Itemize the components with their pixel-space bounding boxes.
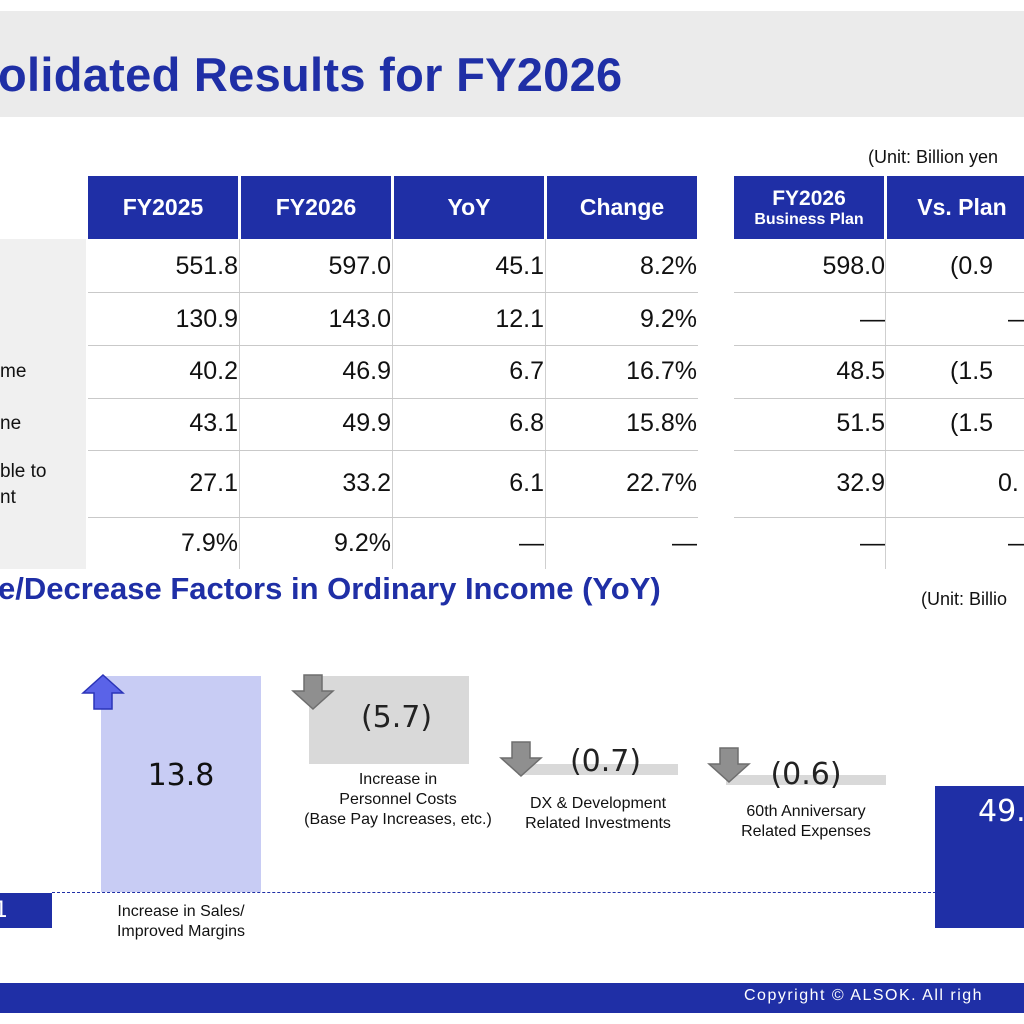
cell-r2-change: 9.2% bbox=[640, 305, 697, 333]
cell-r6-fy2025: 7.9% bbox=[181, 529, 238, 557]
bar-increase-sales-value: 13.8 bbox=[147, 758, 215, 793]
waterfall-unit-label: (Unit: Billio bbox=[921, 589, 1008, 609]
bar-decrease-dx-value: (0.7) bbox=[569, 744, 642, 779]
cell-r5-fy2025: 27.1 bbox=[189, 469, 238, 497]
row-divider bbox=[734, 398, 1024, 399]
cell-r1-fy2025: 551.8 bbox=[175, 252, 238, 280]
copyright-text: Copyright © ALSOK. All righ bbox=[744, 987, 984, 1004]
down-arrow-icon bbox=[707, 747, 751, 784]
header-business-plan-year: FY2026 bbox=[772, 186, 846, 210]
down-arrow-icon bbox=[291, 674, 335, 711]
cell-r4-vs-plan: (1.5 bbox=[950, 409, 994, 437]
row-divider bbox=[734, 517, 1024, 518]
cell-r3-plan: 48.5 bbox=[836, 357, 885, 385]
cell-r5-change: 22.7% bbox=[626, 469, 697, 497]
bar-end-value: 49. bbox=[978, 794, 1024, 829]
header-fy2025: FY2025 bbox=[88, 176, 238, 239]
factor-label-personnel: Increase in Personnel Costs (Base Pay In… bbox=[304, 771, 492, 828]
header-business-plan-label: Business Plan bbox=[754, 210, 864, 228]
cell-r3-fy2025: 40.2 bbox=[189, 357, 238, 385]
cell-r4-fy2025: 43.1 bbox=[189, 409, 238, 437]
bar-start-fy2025 bbox=[0, 893, 52, 928]
table-unit-label: (Unit: Billion yen bbox=[868, 147, 999, 167]
row-divider bbox=[88, 398, 698, 399]
column-divider bbox=[885, 239, 886, 569]
cell-r3-change: 16.7% bbox=[626, 357, 697, 385]
row-label-4: ne bbox=[0, 413, 22, 434]
row-label-5-line2: nt bbox=[0, 487, 16, 508]
bar-decrease-dx bbox=[518, 764, 678, 775]
cell-r5-plan: 32.9 bbox=[836, 469, 885, 497]
cell-r5-yoy: 6.1 bbox=[509, 469, 544, 497]
baseline-dashed-line bbox=[52, 892, 936, 893]
bar-start-value: 1 bbox=[0, 898, 8, 923]
cell-r3-vs-plan: (1.5 bbox=[950, 357, 994, 385]
column-divider bbox=[392, 239, 393, 569]
cell-r1-fy2026: 597.0 bbox=[328, 252, 391, 280]
row-divider bbox=[734, 345, 1024, 346]
row-label-column bbox=[0, 239, 86, 569]
cell-r4-change: 15.8% bbox=[626, 409, 697, 437]
page-title: olidated Results for FY2026 bbox=[0, 48, 623, 101]
row-divider bbox=[88, 517, 698, 518]
bar-decrease-anniversary-value: (0.6) bbox=[770, 757, 842, 792]
bar-decrease-anniversary bbox=[726, 775, 886, 785]
cell-r4-plan: 51.5 bbox=[836, 409, 885, 437]
row-divider bbox=[88, 450, 698, 451]
column-divider bbox=[239, 239, 240, 569]
section-title-waterfall: e/Decrease Factors in Ordinary Income (Y… bbox=[0, 571, 661, 606]
cell-r2-fy2026: 143.0 bbox=[328, 305, 391, 333]
factor-label-anniversary: 60th Anniversary Related Expenses bbox=[741, 803, 871, 840]
row-divider bbox=[88, 345, 698, 346]
cell-r6-plan: — bbox=[860, 529, 885, 557]
cell-r4-fy2026: 49.9 bbox=[342, 409, 391, 437]
cell-r1-plan: 598.0 bbox=[822, 252, 885, 280]
factor-label-sales: Increase in Sales/ Improved Margins bbox=[116, 903, 246, 940]
cell-r6-vs-plan: — bbox=[1008, 529, 1024, 558]
header-business-plan: FY2026 Business Plan bbox=[734, 176, 884, 239]
column-divider bbox=[545, 239, 546, 569]
up-arrow-icon bbox=[81, 673, 125, 710]
cell-r6-change: — bbox=[672, 529, 697, 557]
bar-decrease-personnel-value: (5.7) bbox=[360, 700, 433, 735]
cell-r5-fy2026: 33.2 bbox=[342, 469, 391, 497]
cell-r2-vs-plan: — bbox=[1008, 305, 1024, 334]
header-yoy: YoY bbox=[394, 176, 544, 239]
bar-end-fy2026 bbox=[935, 786, 1024, 928]
cell-r3-yoy: 6.7 bbox=[509, 357, 544, 385]
cell-r2-plan: — bbox=[860, 305, 885, 333]
row-label-3: me bbox=[0, 361, 27, 382]
row-divider bbox=[734, 292, 1024, 293]
cell-r1-change: 8.2% bbox=[640, 252, 697, 280]
cell-r2-fy2025: 130.9 bbox=[175, 305, 238, 333]
cell-r6-fy2026: 9.2% bbox=[334, 529, 391, 557]
cell-r1-yoy: 45.1 bbox=[495, 252, 544, 280]
footer-bar: Copyright © ALSOK. All righ bbox=[0, 983, 1024, 1013]
bar-increase-sales bbox=[101, 676, 261, 892]
bar-decrease-personnel bbox=[309, 676, 469, 764]
cell-r3-fy2026: 46.9 bbox=[342, 357, 391, 385]
title-band: olidated Results for FY2026 bbox=[0, 11, 1024, 117]
cell-r4-yoy: 6.8 bbox=[509, 409, 544, 437]
header-vs-plan: Vs. Plan bbox=[887, 176, 1024, 239]
header-fy2026: FY2026 bbox=[241, 176, 391, 239]
factor-label-dx: DX & Development Related Investments bbox=[525, 795, 671, 832]
cell-r1-vs-plan: (0.9 bbox=[950, 252, 994, 280]
row-label-5-line1: ble to bbox=[0, 461, 47, 482]
down-arrow-icon bbox=[499, 741, 543, 778]
row-divider bbox=[88, 292, 698, 293]
header-change: Change bbox=[547, 176, 697, 239]
row-divider bbox=[734, 450, 1024, 451]
cell-r2-yoy: 12.1 bbox=[495, 305, 544, 333]
cell-r6-yoy: — bbox=[519, 529, 544, 557]
cell-r5-vs-plan: 0. bbox=[998, 469, 1019, 497]
